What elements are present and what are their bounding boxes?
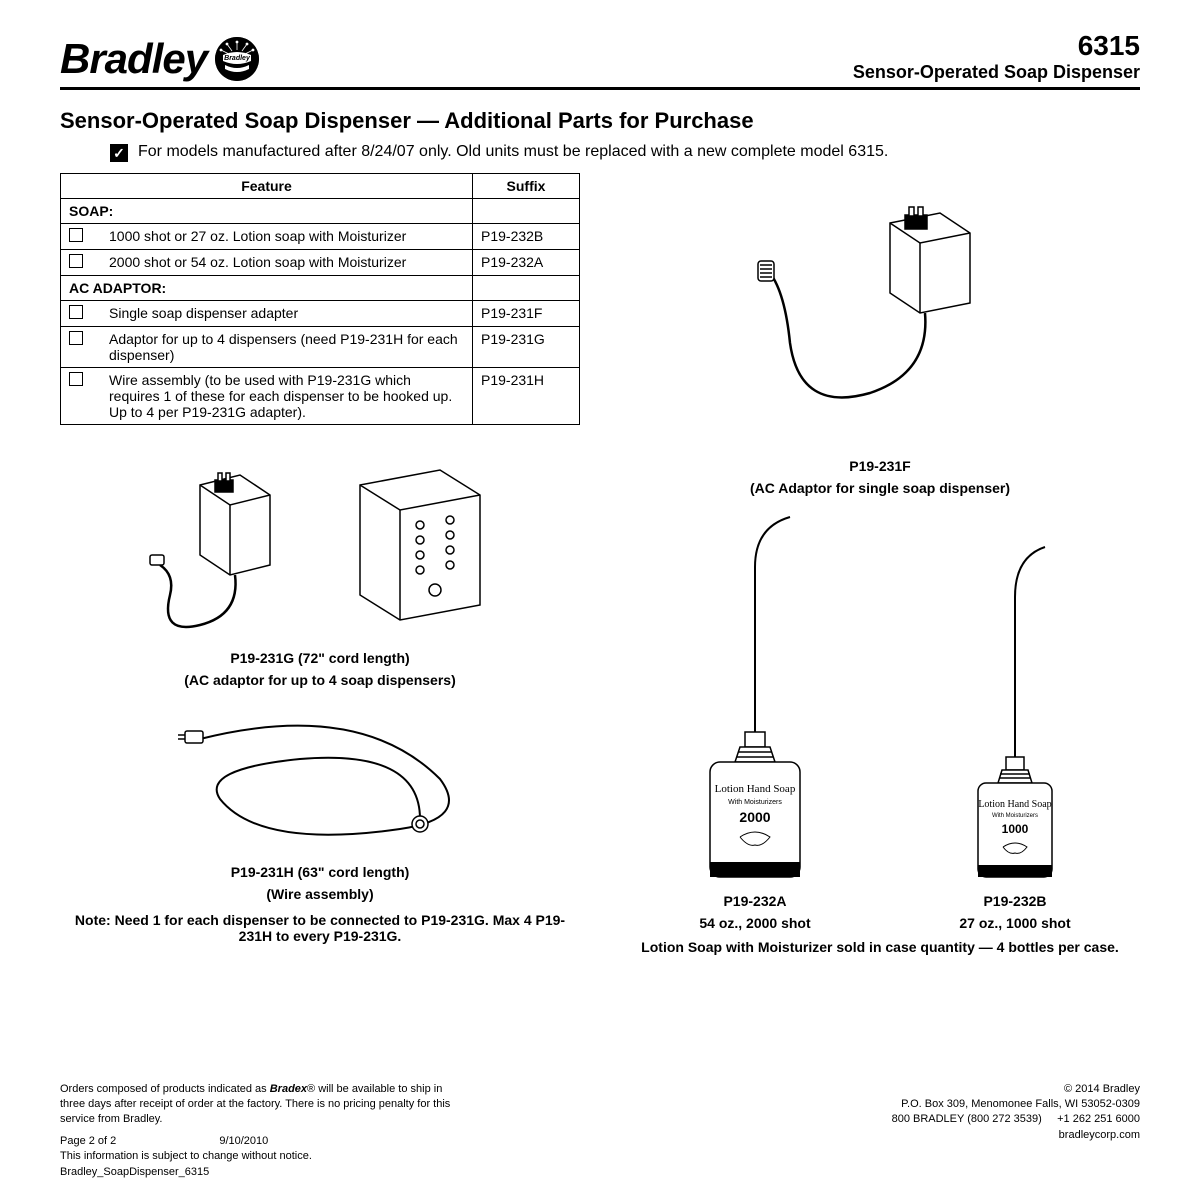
checkbox-icon[interactable] xyxy=(69,372,83,386)
part-suffix: P19-232A xyxy=(473,249,580,275)
checkbox-icon[interactable] xyxy=(69,331,83,345)
parts-table: Feature Suffix SOAP: 1000 shot or 27 oz.… xyxy=(60,173,580,425)
main-columns: Feature Suffix SOAP: 1000 shot or 27 oz.… xyxy=(60,173,1140,955)
fig-231g-label: P19-231G (72" cord length) xyxy=(60,649,580,667)
header-right: 6315 Sensor-Operated Soap Dispenser xyxy=(853,30,1140,83)
col-feature: Feature xyxy=(61,173,473,198)
brand-logo: Bradley xyxy=(60,35,207,83)
model-number: 6315 xyxy=(853,30,1140,62)
soap-bottle-large-icon: Lotion Hand Soap With Moisturizers 2000 xyxy=(670,507,840,887)
cat-ac: AC ADAPTOR: xyxy=(61,275,473,300)
checkmark-icon xyxy=(110,144,128,162)
table-row: Single soap dispenser adapter P19-231F xyxy=(61,300,580,326)
footer-page: Page 2 of 2 xyxy=(60,1135,116,1147)
part-suffix: P19-232B xyxy=(473,223,580,249)
soap-bottle-small-icon: Lotion Hand Soap With Moisturizers 1000 xyxy=(940,507,1090,887)
soap-232b: Lotion Hand Soap With Moisturizers 1000 … xyxy=(940,507,1090,931)
wire-assembly-icon xyxy=(160,709,480,859)
logo-block: Bradley xyxy=(60,35,259,83)
part-desc: 2000 shot or 54 oz. Lotion soap with Moi… xyxy=(101,249,473,275)
part-desc: Wire assembly (to be used with P19-231G … xyxy=(101,367,473,424)
footer-copyright: © 2014 Bradley xyxy=(892,1082,1140,1097)
bradex-note1: Orders composed of products indicated as xyxy=(60,1083,270,1095)
header: Bradley xyxy=(60,30,1140,90)
fig-231h-note: Note: Need 1 for each dispenser to be co… xyxy=(60,912,580,944)
part-suffix: P19-231F xyxy=(473,300,580,326)
figure-231g: P19-231G (72" cord length) (AC adaptor f… xyxy=(60,445,580,689)
fig-231h-desc: (Wire assembly) xyxy=(60,885,580,903)
svg-text:With Moisturizers: With Moisturizers xyxy=(728,799,782,806)
soap-b-desc: 27 oz., 1000 shot xyxy=(940,915,1090,931)
soap-note: Lotion Soap with Moisturizer sold in cas… xyxy=(620,939,1140,955)
table-row: Adaptor for up to 4 dispensers (need P19… xyxy=(61,326,580,367)
footer-disclaimer: This information is subject to change wi… xyxy=(60,1149,460,1164)
footer-phone2: +1 262 251 6000 xyxy=(1057,1113,1140,1125)
footer-web: bradleycorp.com xyxy=(892,1128,1140,1143)
model-name: Sensor-Operated Soap Dispenser xyxy=(853,62,1140,83)
top-note-text: For models manufactured after 8/24/07 on… xyxy=(138,142,888,163)
adapter-4x-icon xyxy=(140,445,500,645)
checkbox-icon[interactable] xyxy=(69,228,83,242)
svg-text:Bradley: Bradley xyxy=(224,55,251,62)
brand-badge-icon: Bradley xyxy=(215,37,259,81)
top-note-row: For models manufactured after 8/24/07 on… xyxy=(110,142,1140,163)
footer-date: 9/10/2010 xyxy=(219,1135,268,1147)
single-adapter-icon xyxy=(730,193,1030,453)
soap-a-label: P19-232A xyxy=(670,893,840,909)
fig-231h-label: P19-231H (63" cord length) xyxy=(60,863,580,881)
svg-text:Lotion Hand Soap: Lotion Hand Soap xyxy=(978,799,1051,810)
fig-231f-label: P19-231F xyxy=(620,457,1140,475)
part-desc: Single soap dispenser adapter xyxy=(101,300,473,326)
fig-231g-desc: (AC adaptor for up to 4 soap dispensers) xyxy=(60,671,580,689)
soap-a-desc: 54 oz., 2000 shot xyxy=(670,915,840,931)
col-suffix: Suffix xyxy=(473,173,580,198)
svg-text:With Moisturizers: With Moisturizers xyxy=(992,813,1038,819)
checkbox-icon[interactable] xyxy=(69,305,83,319)
svg-text:2000: 2000 xyxy=(739,809,770,825)
bradex-brand: Bradex xyxy=(270,1083,307,1095)
part-suffix: P19-231H xyxy=(473,367,580,424)
table-row: Wire assembly (to be used with P19-231G … xyxy=(61,367,580,424)
page: Bradley xyxy=(0,0,1200,1200)
cat-soap: SOAP: xyxy=(61,198,473,223)
section-title: Sensor-Operated Soap Dispenser — Additio… xyxy=(60,108,1140,134)
svg-text:Lotion Hand Soap: Lotion Hand Soap xyxy=(715,783,796,795)
figure-231f: P19-231F (AC Adaptor for single soap dis… xyxy=(620,193,1140,497)
fig-231f-desc: (AC Adaptor for single soap dispenser) xyxy=(620,479,1140,497)
footer: Orders composed of products indicated as… xyxy=(60,1082,1140,1180)
checkbox-icon[interactable] xyxy=(69,254,83,268)
footer-right: © 2014 Bradley P.O. Box 309, Menomonee F… xyxy=(892,1082,1140,1180)
part-desc: 1000 shot or 27 oz. Lotion soap with Moi… xyxy=(101,223,473,249)
left-column: Feature Suffix SOAP: 1000 shot or 27 oz.… xyxy=(60,173,580,955)
footer-docid: Bradley_SoapDispenser_6315 xyxy=(60,1165,460,1180)
part-desc: Adaptor for up to 4 dispensers (need P19… xyxy=(101,326,473,367)
svg-text:1000: 1000 xyxy=(1002,822,1029,836)
table-row: 1000 shot or 27 oz. Lotion soap with Moi… xyxy=(61,223,580,249)
soap-figures: Lotion Hand Soap With Moisturizers 2000 … xyxy=(620,507,1140,931)
right-column: P19-231F (AC Adaptor for single soap dis… xyxy=(620,173,1140,955)
footer-address: P.O. Box 309, Menomonee Falls, WI 53052-… xyxy=(892,1097,1140,1112)
footer-phone1: 800 BRADLEY (800 272 3539) xyxy=(892,1113,1042,1125)
figure-231h: P19-231H (63" cord length) (Wire assembl… xyxy=(60,709,580,903)
soap-b-label: P19-232B xyxy=(940,893,1090,909)
part-suffix: P19-231G xyxy=(473,326,580,367)
table-row: 2000 shot or 54 oz. Lotion soap with Moi… xyxy=(61,249,580,275)
soap-232a: Lotion Hand Soap With Moisturizers 2000 … xyxy=(670,507,840,931)
footer-left: Orders composed of products indicated as… xyxy=(60,1082,460,1180)
